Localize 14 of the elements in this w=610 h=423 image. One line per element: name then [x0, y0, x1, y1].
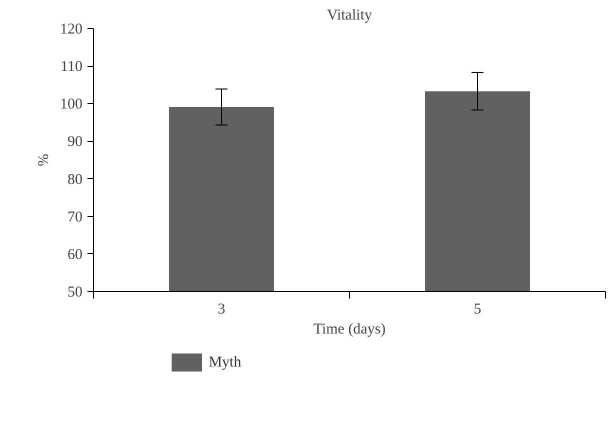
y-tick-label: 50	[68, 284, 82, 300]
y-tick-label: 70	[68, 209, 82, 226]
y-axis-title: %	[36, 154, 52, 166]
y-tick-label: 60	[68, 246, 82, 263]
x-axis-title: Time (days)	[313, 322, 386, 338]
y-tick-label: 110	[60, 59, 83, 76]
x-tick-label: 3	[218, 302, 226, 318]
legend-label: Myth	[208, 354, 242, 370]
chart-title: Vitality	[327, 8, 372, 24]
y-tick-label: 80	[68, 172, 82, 188]
x-tick-label: 5	[474, 302, 482, 318]
y-tick-label: 100	[60, 96, 82, 113]
y-tick-label: 120	[60, 22, 82, 38]
y-tick-label: 90	[68, 134, 82, 150]
